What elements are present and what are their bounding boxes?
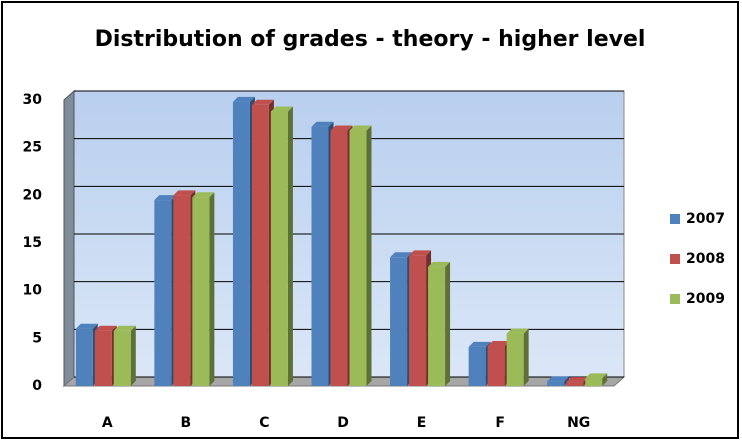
bar-top (192, 192, 215, 198)
bar-top (409, 250, 432, 256)
bar (566, 382, 584, 386)
bar-side (287, 106, 293, 386)
x-tick-label: NG (567, 415, 590, 431)
bar-top (468, 341, 491, 347)
bar (547, 381, 565, 386)
bar (428, 266, 446, 386)
bar-top (330, 125, 353, 131)
bar-top (349, 125, 372, 131)
bar-side (602, 373, 608, 386)
x-tick-label: F (495, 415, 505, 431)
x-tick-label: A (102, 415, 113, 431)
y-tick-label: 10 (23, 283, 43, 299)
y-tick-label: 20 (23, 187, 43, 203)
bar-side (445, 261, 451, 386)
bar-side (209, 192, 215, 386)
bar (349, 130, 367, 386)
bar (173, 195, 191, 386)
bar-top (487, 340, 510, 346)
chart-title: Distribution of grades - theory - higher… (95, 27, 646, 52)
x-tick-label: B (181, 415, 192, 431)
x-tick-label: C (259, 415, 269, 431)
bar-top (585, 373, 608, 379)
bar (487, 345, 505, 386)
bar-top (75, 323, 98, 329)
bar (468, 346, 486, 386)
bar (94, 330, 112, 386)
bar (154, 200, 172, 386)
bar-top (154, 195, 177, 201)
bar (75, 328, 93, 386)
bar (409, 255, 427, 386)
bar (390, 257, 408, 386)
bar (506, 333, 524, 386)
legend-swatch (670, 294, 680, 304)
bar-top (251, 99, 274, 105)
y-tick-label: 15 (23, 235, 42, 251)
bar (330, 130, 348, 386)
y-tick-label: 25 (23, 140, 42, 156)
bar-top (311, 121, 334, 127)
bar-side (523, 328, 529, 386)
bar-top (232, 96, 255, 102)
x-tick-label: E (417, 415, 427, 431)
bar-side (564, 376, 570, 386)
bar-side (130, 325, 136, 386)
side-wall (63, 89, 75, 388)
y-tick-label: 5 (32, 330, 42, 346)
bar-top (270, 106, 293, 112)
bar-top (173, 190, 196, 196)
bar-top (390, 252, 413, 258)
legend-swatch (670, 254, 680, 264)
bar-top (113, 325, 136, 331)
bar-side (366, 125, 372, 387)
bar-top (547, 376, 570, 382)
bar (311, 126, 329, 387)
bar-top (566, 377, 589, 383)
bar (251, 104, 269, 387)
bar (232, 101, 250, 386)
legend-label: 2009 (686, 291, 725, 307)
bar (270, 111, 288, 386)
y-tick-label: 0 (32, 378, 42, 394)
legend-swatch (670, 214, 680, 224)
bar (192, 197, 210, 386)
bar (585, 378, 603, 386)
bar-top (428, 261, 451, 267)
bar (113, 330, 131, 386)
legend-label: 2008 (686, 251, 725, 267)
bar-top (506, 328, 529, 334)
y-tick-label: 30 (23, 92, 43, 108)
legend-label: 2007 (686, 211, 725, 227)
bar-top (94, 325, 117, 331)
x-tick-label: D (337, 415, 349, 431)
